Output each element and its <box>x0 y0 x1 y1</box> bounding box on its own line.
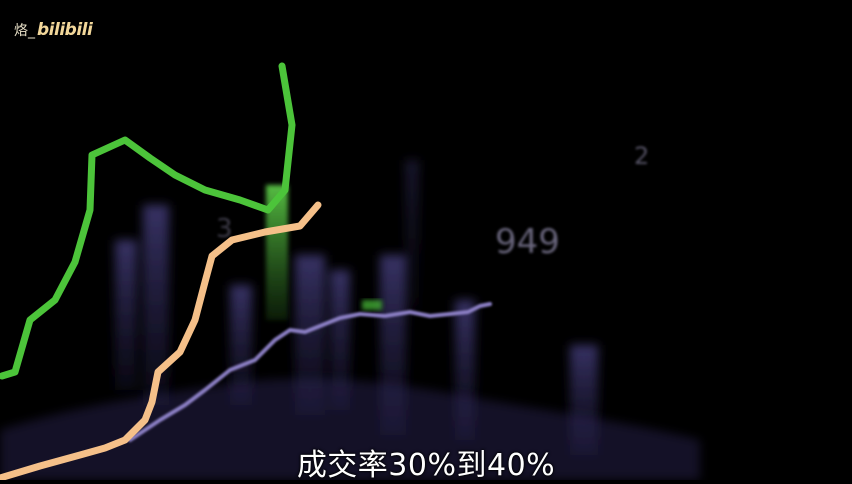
background-number-top-right: 2 <box>634 142 650 170</box>
watermark-username: 烙_ <box>14 23 35 39</box>
green-line <box>0 62 296 380</box>
background-number-949: 949 <box>495 222 560 262</box>
bar <box>230 285 252 405</box>
bar <box>405 160 419 310</box>
green-candle-small <box>362 300 382 310</box>
purple-haze <box>0 378 700 480</box>
bar <box>115 240 137 390</box>
purple-line <box>128 302 492 442</box>
bilibili-watermark: 烙_ bilibili <box>14 20 93 40</box>
bar <box>330 270 350 410</box>
video-subtitle: 成交率30%到40% <box>296 448 556 483</box>
bilibili-logo: bilibili <box>37 20 93 40</box>
background-number-left: 3 <box>216 214 233 244</box>
green-candle <box>266 185 288 320</box>
peach-line <box>0 201 322 480</box>
